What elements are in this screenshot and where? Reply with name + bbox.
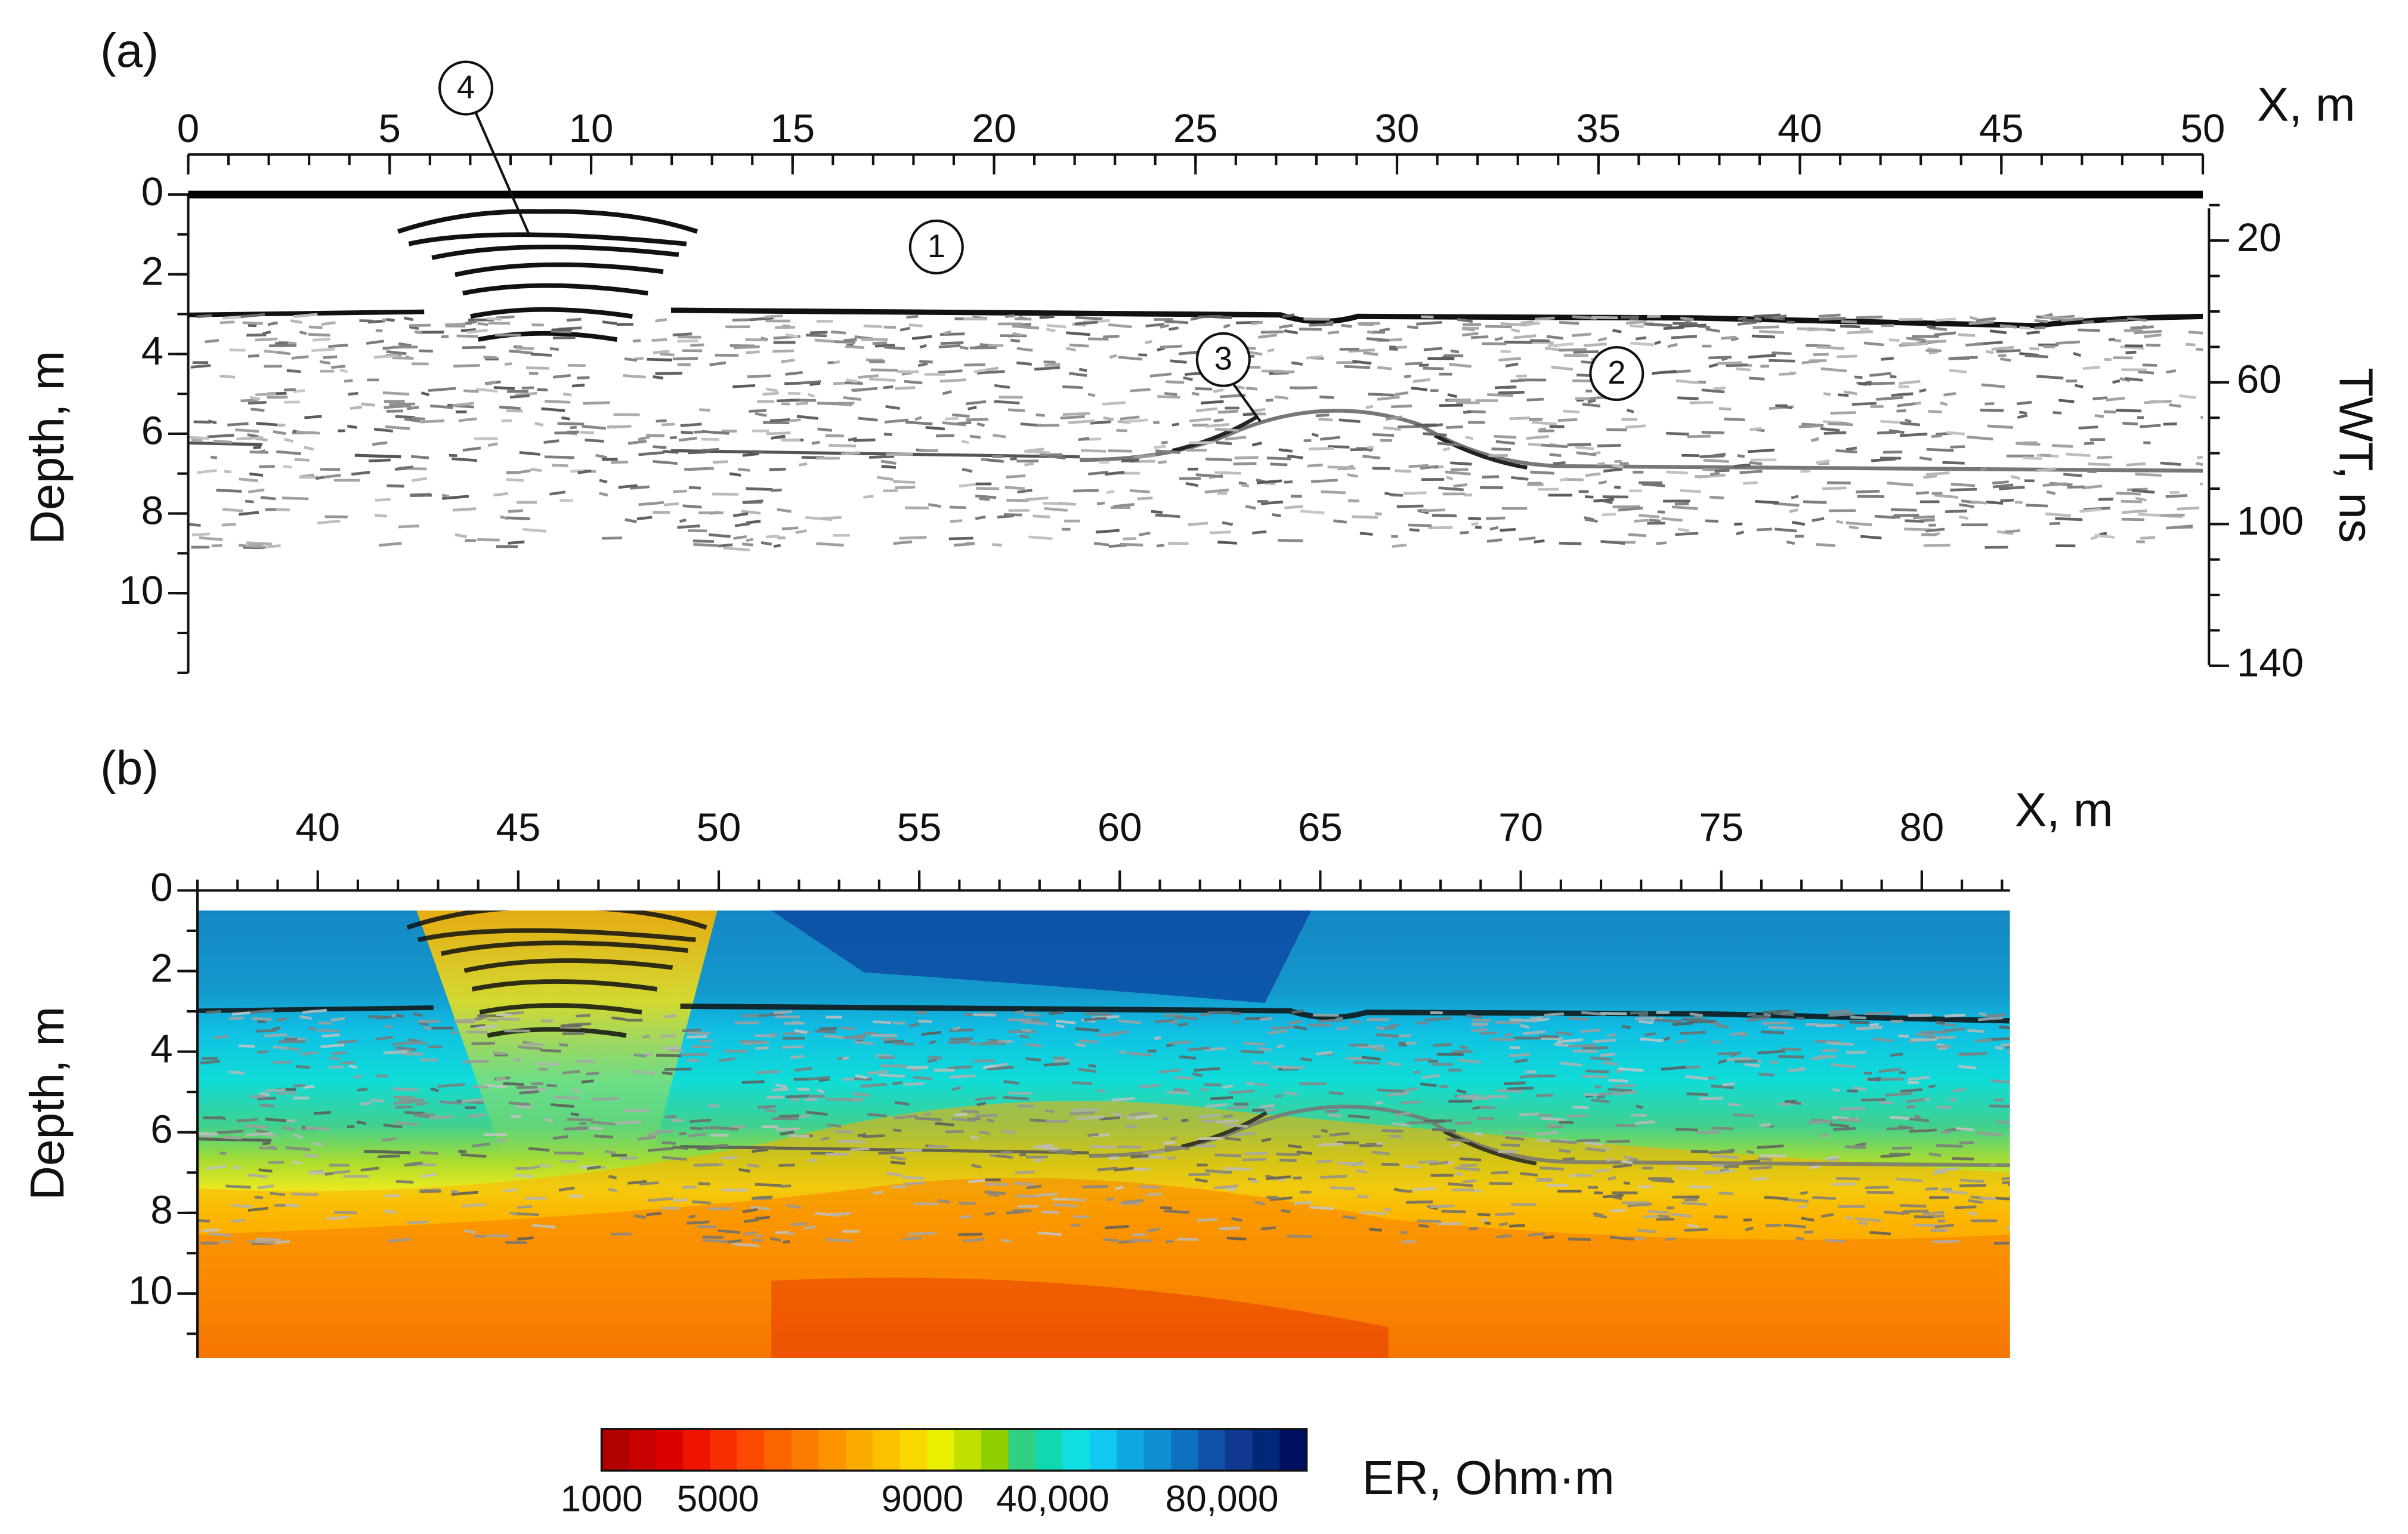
annotation-label: 2 bbox=[1608, 354, 1625, 391]
annotation-circle bbox=[1589, 345, 1645, 402]
x-tick-label: 80 bbox=[1899, 805, 1944, 850]
y-tick-label: 2 bbox=[141, 249, 163, 294]
x-tick-label: 70 bbox=[1498, 805, 1543, 850]
x-tick-label: 40 bbox=[1778, 106, 1822, 151]
colorbar-swatch bbox=[1143, 1428, 1172, 1471]
y-tick-label: 8 bbox=[150, 1188, 172, 1233]
x-tick-label: 20 bbox=[972, 106, 1016, 151]
y2-tick-label: 100 bbox=[2237, 499, 2304, 544]
y-tick-label: 4 bbox=[141, 329, 163, 374]
panel-label: (a) bbox=[100, 23, 159, 77]
x-axis-title: X, m bbox=[2257, 77, 2356, 131]
x-tick-label: 0 bbox=[177, 106, 199, 151]
colorbar-swatch bbox=[981, 1428, 1009, 1471]
annotation-label: 1 bbox=[928, 228, 945, 264]
x-tick-label: 75 bbox=[1699, 805, 1744, 850]
y-tick-label: 4 bbox=[150, 1026, 172, 1071]
colorbar-swatch bbox=[737, 1428, 765, 1471]
annotation-circle bbox=[1195, 332, 1251, 387]
x-tick-label: 25 bbox=[1173, 106, 1218, 151]
colorbar-swatch bbox=[899, 1428, 928, 1471]
colorbar-swatch bbox=[1062, 1428, 1091, 1471]
colorbar-swatch bbox=[1279, 1428, 1307, 1471]
colorbar-tick-label: 5000 bbox=[677, 1479, 759, 1520]
y2-tick-label: 20 bbox=[2237, 215, 2282, 260]
colorbar-swatch bbox=[1035, 1428, 1064, 1471]
colorbar-swatch bbox=[656, 1428, 684, 1471]
colorbar-tick-label: 80,000 bbox=[1166, 1479, 1279, 1520]
colorbar-swatch bbox=[1225, 1428, 1253, 1471]
y-tick-label: 0 bbox=[141, 169, 163, 214]
colorbar-swatch bbox=[845, 1428, 874, 1471]
panel-label: (b) bbox=[100, 740, 159, 794]
colorbar-tick-label: 1000 bbox=[561, 1479, 643, 1520]
x-tick-label: 10 bbox=[569, 106, 614, 151]
colorbar-swatch bbox=[818, 1428, 847, 1471]
colorbar-swatch bbox=[927, 1428, 955, 1471]
colorbar-tick-label: 40,000 bbox=[996, 1479, 1109, 1520]
colorbar-title: ER, Ohm·m bbox=[1362, 1450, 1615, 1504]
annotation-circle bbox=[438, 60, 494, 116]
colorbar-swatch bbox=[954, 1428, 982, 1471]
x-tick-label: 15 bbox=[770, 106, 815, 151]
annotation-label: 3 bbox=[1214, 341, 1232, 377]
leader-line bbox=[1231, 382, 1262, 422]
y-tick-label: 2 bbox=[150, 946, 172, 990]
x-tick-label: 5 bbox=[379, 106, 401, 151]
y-axis-title: Depth, m bbox=[20, 351, 74, 545]
y-tick-label: 0 bbox=[150, 865, 172, 910]
x-tick-label: 55 bbox=[897, 805, 942, 850]
y-tick-label: 8 bbox=[141, 488, 163, 533]
colorbar-swatch bbox=[873, 1428, 901, 1471]
resistivity-image bbox=[197, 908, 2010, 1359]
x-tick-label: 30 bbox=[1375, 106, 1420, 151]
x-axis-title: X, m bbox=[2015, 782, 2113, 836]
x-tick-label: 45 bbox=[1979, 106, 2024, 151]
colorbar-swatch bbox=[1252, 1428, 1281, 1471]
annotation-circle bbox=[908, 219, 964, 274]
y2-tick-label: 140 bbox=[2237, 641, 2304, 686]
colorbar-swatch bbox=[1008, 1428, 1037, 1471]
colorbar-swatch bbox=[1117, 1428, 1145, 1471]
x-tick-label: 40 bbox=[295, 805, 340, 850]
y-tick-label: 6 bbox=[150, 1107, 172, 1152]
x-tick-label: 65 bbox=[1298, 805, 1343, 850]
colorbar-tick-label: 9000 bbox=[881, 1479, 963, 1520]
y-tick-label: 10 bbox=[128, 1268, 173, 1313]
plot-area bbox=[188, 195, 2203, 673]
colorbar-swatch bbox=[710, 1428, 738, 1471]
colorbar-swatch bbox=[764, 1428, 793, 1471]
colorbar-swatch bbox=[1089, 1428, 1118, 1471]
colorbar-swatch bbox=[629, 1428, 657, 1471]
x-tick-label: 50 bbox=[697, 805, 741, 850]
y2-tick-label: 60 bbox=[2237, 357, 2282, 402]
y2-axis-title: TWT, ns bbox=[2330, 368, 2384, 543]
colorbar-swatch bbox=[682, 1428, 711, 1471]
y-tick-label: 6 bbox=[141, 409, 163, 453]
annotation-label: 4 bbox=[457, 69, 475, 106]
y-tick-label: 10 bbox=[119, 568, 163, 613]
colorbar-swatch bbox=[601, 1428, 630, 1471]
leader-line bbox=[474, 110, 530, 236]
x-tick-label: 60 bbox=[1098, 805, 1142, 850]
x-tick-label: 45 bbox=[496, 805, 540, 850]
x-tick-label: 50 bbox=[2181, 106, 2225, 151]
y-axis-title: Depth, m bbox=[20, 1007, 74, 1200]
colorbar-swatch bbox=[1198, 1428, 1226, 1471]
x-tick-label: 35 bbox=[1576, 106, 1621, 151]
colorbar-frame bbox=[600, 1428, 1308, 1472]
colorbar-swatch bbox=[791, 1428, 820, 1471]
colorbar-swatch bbox=[1171, 1428, 1199, 1471]
